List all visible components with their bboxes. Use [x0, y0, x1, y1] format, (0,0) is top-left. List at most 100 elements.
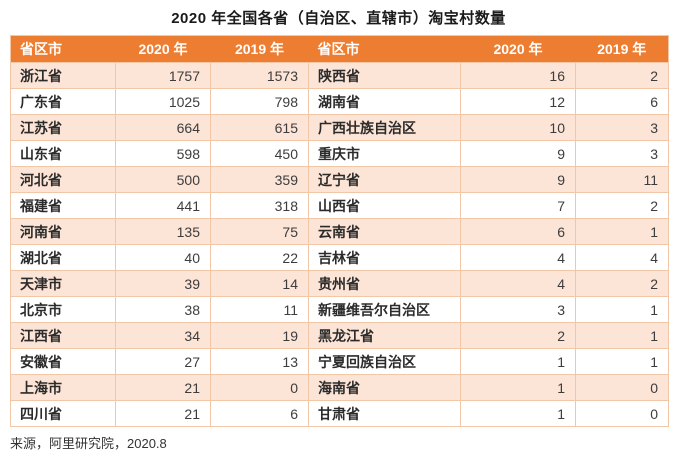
value-2019-cell: 2	[575, 270, 669, 297]
table-row: 北京市 38 11 新疆维吾尔自治区 3 1	[10, 296, 669, 323]
table-row: 河北省 500 359 辽宁省 9 11	[10, 166, 669, 193]
table-row: 安徽省 27 13 宁夏回族自治区 1 1	[10, 348, 669, 375]
value-2019-cell: 13	[210, 348, 309, 375]
province-cell: 河南省	[10, 218, 116, 245]
province-cell: 广东省	[10, 88, 116, 115]
table-row: 天津市 39 14 贵州省 4 2	[10, 270, 669, 297]
value-2019-cell: 2	[575, 192, 669, 219]
value-2019-cell: 75	[210, 218, 309, 245]
value-2020-cell: 1	[460, 348, 576, 375]
province-cell: 湖北省	[10, 244, 116, 271]
value-2019-cell: 0	[575, 374, 669, 401]
value-2019-cell: 19	[210, 322, 309, 349]
value-2020-cell: 1757	[115, 62, 211, 89]
province-cell: 辽宁省	[308, 166, 461, 193]
table-row: 福建省 441 318 山西省 7 2	[10, 192, 669, 219]
value-2019-cell: 0	[575, 400, 669, 427]
province-cell: 甘肃省	[308, 400, 461, 427]
province-cell: 山西省	[308, 192, 461, 219]
value-2019-cell: 318	[210, 192, 309, 219]
table-row: 江西省 34 19 黑龙江省 2 1	[10, 322, 669, 349]
value-2020-cell: 664	[115, 114, 211, 141]
table-row: 上海市 21 0 海南省 1 0	[10, 374, 669, 401]
value-2020-cell: 10	[460, 114, 576, 141]
value-2020-cell: 9	[460, 166, 576, 193]
province-cell: 天津市	[10, 270, 116, 297]
province-cell: 宁夏回族自治区	[308, 348, 461, 375]
value-2020-cell: 135	[115, 218, 211, 245]
province-cell: 贵州省	[308, 270, 461, 297]
table-row: 浙江省 1757 1573 陕西省 16 2	[10, 62, 669, 89]
province-cell: 新疆维吾尔自治区	[308, 296, 461, 323]
value-2020-cell: 39	[115, 270, 211, 297]
value-2019-cell: 14	[210, 270, 309, 297]
province-cell: 广西壮族自治区	[308, 114, 461, 141]
value-2019-cell: 359	[210, 166, 309, 193]
province-cell: 云南省	[308, 218, 461, 245]
table-row: 山东省 598 450 重庆市 9 3	[10, 140, 669, 167]
value-2020-cell: 7	[460, 192, 576, 219]
province-cell: 湖南省	[308, 88, 461, 115]
province-cell: 海南省	[308, 374, 461, 401]
value-2020-cell: 1025	[115, 88, 211, 115]
taobao-village-table: 省区市 2020 年 2019 年 省区市 2020 年 2019 年 浙江省 1…	[10, 35, 669, 427]
col-header-2019-right: 2019 年	[575, 35, 669, 63]
value-2019-cell: 4	[575, 244, 669, 271]
value-2020-cell: 1	[460, 400, 576, 427]
value-2019-cell: 1	[575, 218, 669, 245]
value-2020-cell: 4	[460, 270, 576, 297]
table-header: 省区市 2020 年 2019 年 省区市 2020 年 2019 年	[10, 35, 669, 63]
value-2019-cell: 11	[575, 166, 669, 193]
province-cell: 江苏省	[10, 114, 116, 141]
province-cell: 安徽省	[10, 348, 116, 375]
province-cell: 浙江省	[10, 62, 116, 89]
value-2019-cell: 2	[575, 62, 669, 89]
table-row: 四川省 21 6 甘肃省 1 0	[10, 400, 669, 427]
province-cell: 福建省	[10, 192, 116, 219]
value-2020-cell: 3	[460, 296, 576, 323]
value-2019-cell: 798	[210, 88, 309, 115]
table-row: 广东省 1025 798 湖南省 12 6	[10, 88, 669, 115]
value-2020-cell: 598	[115, 140, 211, 167]
source-note: 来源，阿里研究院，2020.8	[10, 436, 167, 451]
value-2020-cell: 1	[460, 374, 576, 401]
value-2020-cell: 38	[115, 296, 211, 323]
col-header-2019-left: 2019 年	[210, 35, 309, 63]
value-2019-cell: 0	[210, 374, 309, 401]
value-2020-cell: 2	[460, 322, 576, 349]
province-cell: 上海市	[10, 374, 116, 401]
province-cell: 北京市	[10, 296, 116, 323]
table-row: 江苏省 664 615 广西壮族自治区 10 3	[10, 114, 669, 141]
value-2019-cell: 1	[575, 348, 669, 375]
col-header-2020-left: 2020 年	[115, 35, 211, 63]
value-2020-cell: 34	[115, 322, 211, 349]
province-cell: 吉林省	[308, 244, 461, 271]
value-2019-cell: 22	[210, 244, 309, 271]
value-2019-cell: 11	[210, 296, 309, 323]
value-2020-cell: 500	[115, 166, 211, 193]
value-2019-cell: 6	[575, 88, 669, 115]
value-2019-cell: 450	[210, 140, 309, 167]
province-cell: 重庆市	[308, 140, 461, 167]
value-2019-cell: 3	[575, 140, 669, 167]
table-row: 湖北省 40 22 吉林省 4 4	[10, 244, 669, 271]
province-cell: 河北省	[10, 166, 116, 193]
table-row: 河南省 135 75 云南省 6 1	[10, 218, 669, 245]
value-2020-cell: 9	[460, 140, 576, 167]
value-2019-cell: 1	[575, 322, 669, 349]
col-header-2020-right: 2020 年	[460, 35, 576, 63]
province-cell: 山东省	[10, 140, 116, 167]
table-body: 浙江省 1757 1573 陕西省 16 2 广东省 1025 798 湖南省 12 6 江苏省 664 6…	[10, 62, 669, 427]
province-cell: 黑龙江省	[308, 322, 461, 349]
col-header-province-right: 省区市	[308, 35, 461, 63]
value-2020-cell: 27	[115, 348, 211, 375]
chart-title: 2020 年全国各省（自治区、直辖市）淘宝村数量	[171, 10, 506, 27]
col-header-province-left: 省区市	[10, 35, 116, 63]
province-cell: 江西省	[10, 322, 116, 349]
header-row: 省区市 2020 年 2019 年 省区市 2020 年 2019 年	[10, 35, 669, 63]
value-2020-cell: 40	[115, 244, 211, 271]
value-2020-cell: 21	[115, 374, 211, 401]
value-2019-cell: 3	[575, 114, 669, 141]
province-cell: 四川省	[10, 400, 116, 427]
